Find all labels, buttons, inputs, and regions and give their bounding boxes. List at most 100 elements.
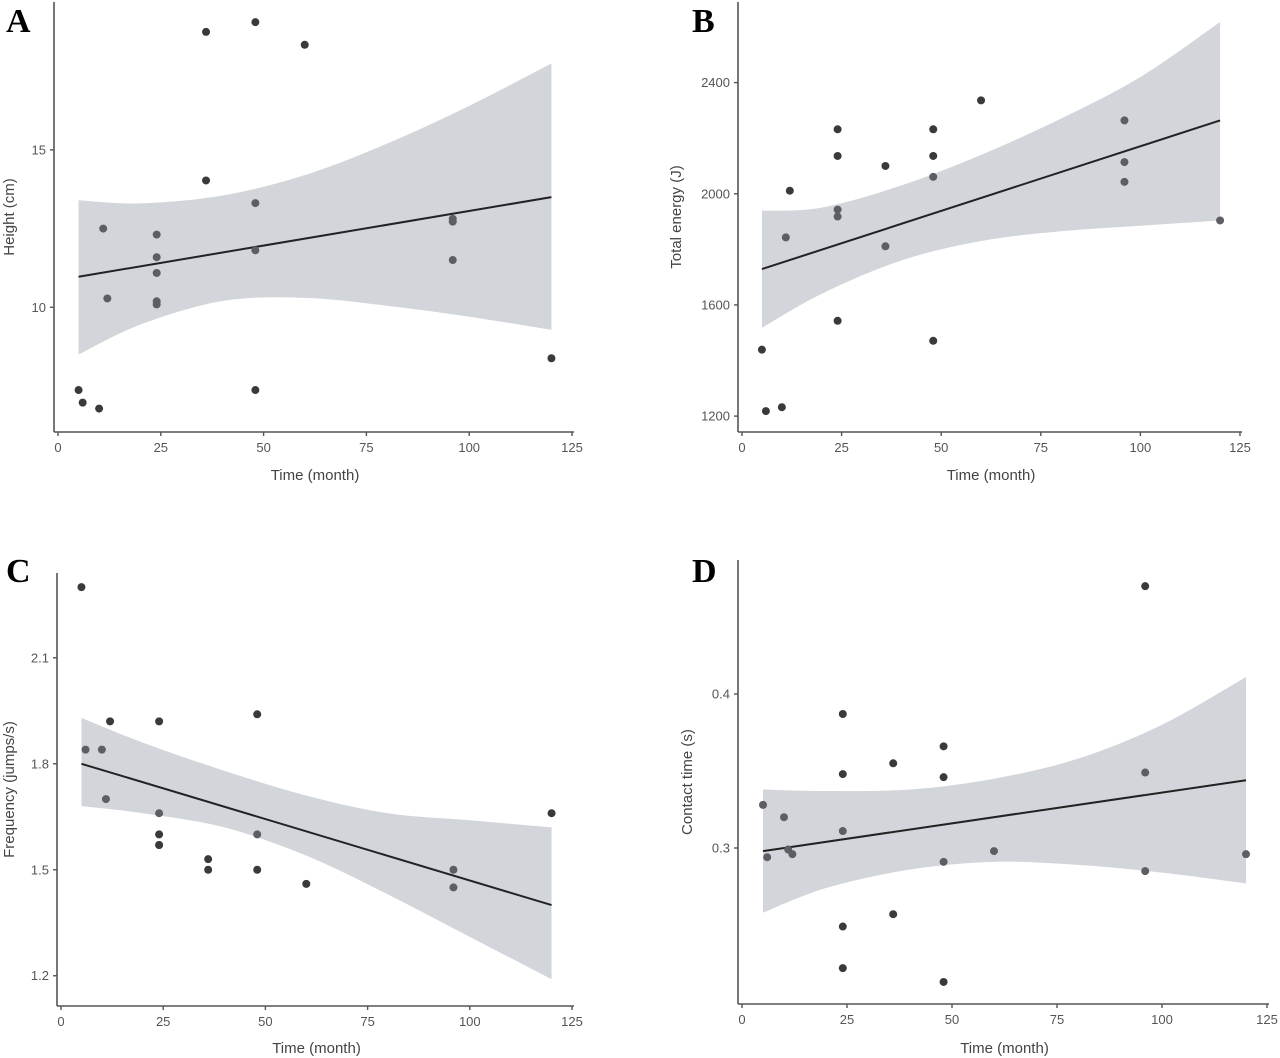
y-tick-label: 2400 [701, 75, 730, 90]
data-point [761, 407, 770, 416]
y-tick-label: 1.5 [31, 862, 49, 877]
data-point [977, 96, 986, 105]
x-tick-label: 0 [738, 440, 745, 455]
data-point [106, 717, 115, 726]
data-point [251, 199, 260, 208]
x-tick-label: 100 [458, 440, 480, 455]
data-point [152, 268, 161, 277]
y-axis-title: Total energy (J) [668, 165, 685, 268]
data-point [547, 809, 556, 818]
data-point [990, 847, 998, 856]
data-point [74, 386, 83, 395]
regression-line [78, 196, 552, 278]
x-tick-label: 25 [834, 440, 848, 455]
regression-line [761, 119, 1221, 271]
y-tick-label: 0.3 [712, 840, 730, 855]
x-axis-title: Time (month) [272, 1040, 361, 1057]
y-tick-label: 0.4 [712, 686, 730, 701]
data-point [78, 398, 87, 407]
regression-line [762, 779, 1247, 853]
data-point [788, 850, 797, 859]
data-point [251, 386, 260, 395]
data-point [81, 745, 90, 754]
y-axis-title: Contact time (s) [679, 729, 696, 835]
data-point [763, 853, 772, 862]
data-point [253, 865, 262, 874]
confidence-band [78, 63, 552, 355]
data-point [939, 773, 948, 782]
data-point [77, 583, 86, 592]
data-point [1120, 177, 1129, 186]
data-point [759, 800, 767, 809]
data-point [152, 300, 161, 309]
x-tick-label: 75 [359, 440, 373, 455]
x-tick-label: 50 [256, 440, 270, 455]
y-tick-label: 15 [32, 142, 46, 157]
data-point [204, 865, 213, 874]
y-tick-label: 2.1 [31, 650, 49, 665]
data-point [1120, 158, 1129, 167]
panel-label: D [692, 553, 717, 590]
y-tick-label: 2000 [701, 186, 730, 201]
x-tick-label: 75 [1050, 1012, 1064, 1027]
data-point [302, 879, 311, 888]
y-axis-title: Frequency (jumps/s) [1, 721, 18, 858]
x-tick-label: 125 [561, 440, 583, 455]
data-point [780, 813, 788, 822]
regression-line [81, 762, 552, 907]
data-point [777, 403, 786, 412]
confidence-band [763, 677, 1246, 913]
data-point [833, 316, 842, 325]
x-tick-label: 125 [1229, 440, 1251, 455]
data-point [929, 151, 938, 160]
data-point [155, 717, 164, 726]
data-point [253, 830, 262, 839]
data-point [155, 841, 164, 850]
y-tick-label: 10 [32, 300, 46, 315]
data-point [103, 294, 112, 303]
data-point [1141, 768, 1150, 777]
data-point [889, 759, 898, 768]
x-tick-label: 100 [459, 1014, 481, 1029]
y-axis-title: Height (cm) [1, 178, 18, 256]
data-point [929, 336, 938, 345]
x-tick-label: 75 [360, 1014, 374, 1029]
data-point [448, 217, 457, 226]
panel-c: 0 25 50 75 100 125 1.2 1.5 1.8 2.1 Time (month) Fre… [1, 553, 583, 1057]
data-point [449, 865, 458, 874]
y-tick-label: 1.2 [31, 968, 49, 983]
x-tick-label: 75 [1034, 440, 1048, 455]
confidence-band [81, 717, 552, 980]
data-point [155, 809, 164, 818]
data-point [929, 125, 938, 134]
data-point [1242, 850, 1250, 859]
y-tick-label: 1600 [701, 297, 730, 312]
data-point [251, 246, 260, 255]
data-point [757, 345, 766, 354]
data-point [929, 172, 938, 181]
data-point [939, 977, 948, 986]
panel-label: C [6, 553, 31, 590]
x-tick-label: 50 [934, 440, 948, 455]
data-point [833, 125, 842, 134]
x-tick-label: 50 [945, 1012, 959, 1027]
x-tick-label: 25 [156, 1014, 170, 1029]
data-point [253, 710, 262, 719]
x-tick-label: 25 [840, 1012, 854, 1027]
data-point [939, 742, 948, 751]
x-tick-label: 0 [54, 440, 61, 455]
data-point [889, 910, 898, 919]
x-tick-label: 125 [1256, 1012, 1278, 1027]
x-tick-label: 50 [258, 1014, 272, 1029]
panel-label: B [692, 3, 715, 40]
panel-label: A [6, 3, 31, 40]
data-point [300, 40, 309, 49]
data-point [202, 176, 211, 185]
data-point [152, 253, 161, 262]
data-point [781, 233, 790, 242]
data-point [99, 224, 108, 233]
data-point [833, 205, 842, 214]
data-point [204, 855, 213, 864]
data-point [97, 745, 106, 754]
data-point [1141, 582, 1150, 591]
